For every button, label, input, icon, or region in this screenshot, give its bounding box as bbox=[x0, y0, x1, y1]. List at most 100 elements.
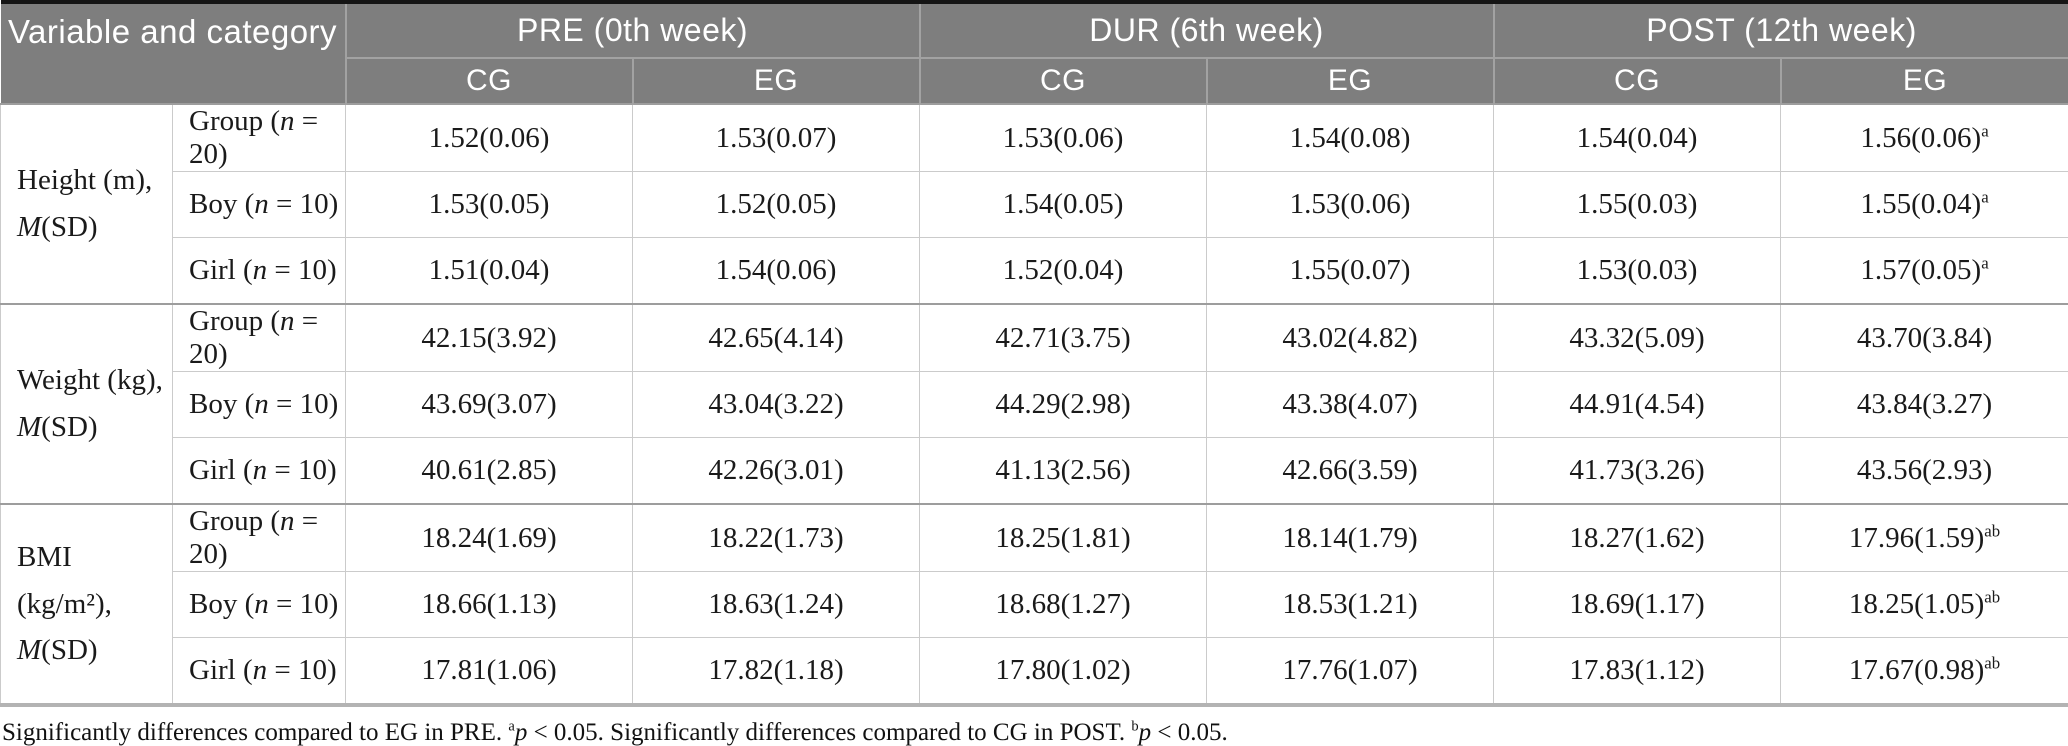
variable-cell-bmi: BMI (kg/m²), M(SD) bbox=[0, 503, 173, 706]
significance-mark: a bbox=[1981, 187, 1989, 207]
cell-value: 18.63(1.24) bbox=[708, 588, 844, 620]
cell-value: 44.91(4.54) bbox=[1569, 388, 1705, 420]
category-text: Boy ( bbox=[189, 388, 255, 420]
stat-sd: (SD) bbox=[41, 411, 98, 443]
category-n: n bbox=[252, 654, 268, 686]
data-cell: 18.14(1.79) bbox=[1206, 503, 1495, 572]
data-cell: 43.32(5.09) bbox=[1493, 303, 1782, 372]
data-cell: 1.57(0.05)a bbox=[1780, 237, 2068, 305]
cell-value: 17.80(1.02) bbox=[995, 654, 1131, 686]
data-cell: 41.13(2.56) bbox=[919, 437, 1208, 505]
table-row-weight-group: Weight (kg), M(SD) Group (n = 20) 42.15(… bbox=[0, 303, 2068, 505]
data-cell: 17.76(1.07) bbox=[1206, 637, 1495, 706]
cell-value: 42.26(3.01) bbox=[708, 454, 844, 486]
data-cell: 44.91(4.54) bbox=[1493, 371, 1782, 438]
data-cell: 1.53(0.07) bbox=[631, 103, 921, 172]
cell-value: 1.57(0.05) bbox=[1860, 254, 1982, 286]
data-cell: 1.52(0.04) bbox=[919, 237, 1208, 305]
category-text: Girl ( bbox=[189, 654, 253, 686]
cell-value: 17.82(1.18) bbox=[708, 654, 844, 686]
category-cell: Girl (n = 10) bbox=[172, 637, 346, 706]
data-cell: 1.53(0.06) bbox=[919, 103, 1208, 172]
cell-value: 18.66(1.13) bbox=[421, 588, 557, 620]
category-cell: Girl (n = 10) bbox=[172, 237, 346, 305]
category-text: Group ( bbox=[189, 305, 281, 337]
data-cell: 17.82(1.18) bbox=[631, 637, 921, 706]
category-cell: Group (n = 20) bbox=[172, 503, 346, 572]
cell-value: 17.76(1.07) bbox=[1282, 654, 1418, 686]
data-cell: 42.26(3.01) bbox=[631, 437, 921, 505]
footnote-sup-a: a bbox=[508, 718, 515, 735]
variable-name: Weight (kg), bbox=[17, 364, 163, 397]
data-cell: 1.53(0.05) bbox=[345, 171, 633, 238]
category-text: Boy ( bbox=[189, 188, 255, 220]
cell-value: 43.04(3.22) bbox=[708, 388, 844, 420]
footnote-text: < 0.05. Significantly differences compar… bbox=[527, 719, 1132, 746]
data-cell: 1.55(0.07) bbox=[1206, 237, 1495, 305]
data-cell: 1.54(0.04) bbox=[1493, 103, 1782, 172]
data-cell: 18.63(1.24) bbox=[631, 571, 921, 638]
table-row-height-group: Height (m), M(SD) Group (n = 20) 1.52(0.… bbox=[0, 103, 2068, 305]
data-cell: 42.71(3.75) bbox=[919, 303, 1208, 372]
variable-name: Height (m), bbox=[17, 164, 153, 197]
category-n: n bbox=[254, 588, 269, 620]
data-cell: 42.15(3.92) bbox=[345, 303, 633, 372]
category-count: = 20) bbox=[189, 305, 319, 370]
category-text: Group ( bbox=[189, 105, 281, 137]
cell-value: 1.56(0.06) bbox=[1860, 121, 1982, 154]
cell-value: 1.55(0.07) bbox=[1289, 254, 1411, 286]
cell-value: 1.53(0.05) bbox=[428, 188, 550, 220]
table-row-bmi-boy: Boy (n = 10) 18.66(1.13) 18.63(1.24) 18.… bbox=[1, 571, 2068, 638]
category-n: n bbox=[252, 454, 268, 486]
header-variable-category: Variable and category bbox=[0, 2, 346, 104]
category-count: = 10) bbox=[268, 188, 339, 220]
cell-value: 18.25(1.05) bbox=[1848, 588, 1985, 620]
data-cell: 1.56(0.06)a bbox=[1780, 103, 2068, 172]
header-dur-cg: CG bbox=[918, 57, 1207, 104]
cell-value: 1.52(0.05) bbox=[715, 188, 837, 220]
data-cell: 42.65(4.14) bbox=[631, 303, 921, 372]
category-count: = 20) bbox=[189, 105, 319, 170]
data-cell: 43.56(2.93) bbox=[1780, 437, 2068, 505]
data-cell: 17.83(1.12) bbox=[1493, 637, 1782, 706]
header-row-timepoints: Variable and category PRE (0th week) DUR… bbox=[0, 2, 2068, 104]
category-count: = 10) bbox=[267, 254, 337, 286]
cell-value: 40.61(2.85) bbox=[421, 454, 557, 486]
category-cell: Group (n = 20) bbox=[172, 303, 346, 372]
stat-m: M bbox=[17, 634, 42, 667]
cell-value: 18.22(1.73) bbox=[708, 521, 844, 554]
significance-mark: a bbox=[1981, 120, 1989, 140]
data-cell: 18.25(1.05)ab bbox=[1780, 571, 2068, 638]
cell-value: 43.56(2.93) bbox=[1856, 454, 1993, 486]
data-cell: 17.80(1.02) bbox=[919, 637, 1208, 706]
data-cell: 1.53(0.03) bbox=[1493, 237, 1782, 305]
data-cell: 18.69(1.17) bbox=[1493, 571, 1782, 638]
data-cell: 1.52(0.06) bbox=[345, 103, 633, 172]
header-dur-eg: EG bbox=[1205, 57, 1494, 104]
cell-value: 17.81(1.06) bbox=[421, 654, 557, 686]
significance-mark: ab bbox=[1984, 587, 2001, 607]
cell-value: 18.24(1.69) bbox=[421, 521, 557, 554]
data-cell: 1.54(0.08) bbox=[1206, 103, 1495, 172]
cell-value: 44.29(2.98) bbox=[995, 388, 1131, 420]
table-row-height-girl: Girl (n = 10) 1.51(0.04) 1.54(0.06) 1.52… bbox=[1, 237, 2068, 305]
cell-value: 41.13(2.56) bbox=[995, 454, 1131, 486]
category-cell: Boy (n = 10) bbox=[172, 371, 346, 438]
category-text: Girl ( bbox=[189, 254, 253, 286]
variable-stat: M(SD) bbox=[17, 627, 172, 674]
table-row-height-boy: Boy (n = 10) 1.53(0.05) 1.52(0.05) 1.54(… bbox=[1, 171, 2068, 238]
cell-value: 43.69(3.07) bbox=[421, 388, 557, 420]
data-cell: 43.04(3.22) bbox=[631, 371, 921, 438]
data-cell: 43.38(4.07) bbox=[1206, 371, 1495, 438]
category-count: = 10) bbox=[267, 454, 337, 486]
variable-name: BMI (kg/m²), bbox=[17, 540, 112, 620]
table-footnote: Significantly differences compared to EG… bbox=[0, 719, 2068, 746]
cell-value: 1.54(0.08) bbox=[1289, 121, 1411, 154]
data-cell: 18.53(1.21) bbox=[1206, 571, 1495, 638]
footnote-text: Significantly differences compared to EG… bbox=[2, 719, 509, 746]
variable-stat: M(SD) bbox=[17, 204, 172, 251]
header-post: POST (12th week) bbox=[1492, 2, 2068, 58]
data-cell: 1.51(0.04) bbox=[345, 237, 633, 305]
data-cell: 44.29(2.98) bbox=[919, 371, 1208, 438]
data-cell: 18.22(1.73) bbox=[631, 503, 921, 572]
